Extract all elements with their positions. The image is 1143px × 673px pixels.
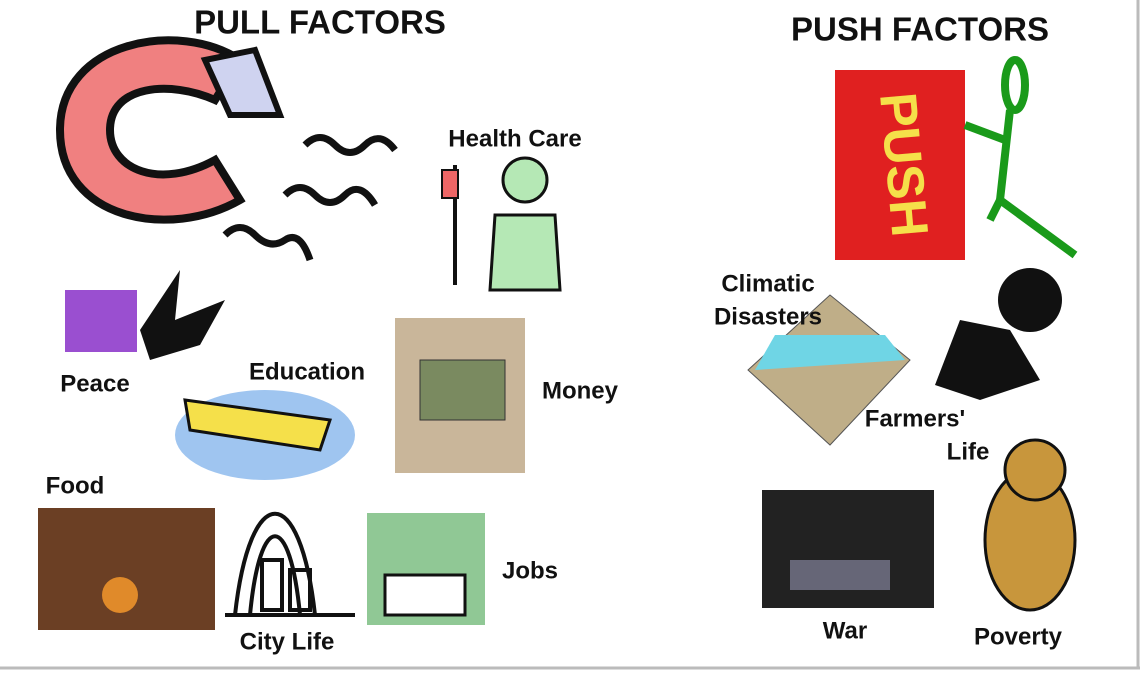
doctor (441, 156, 562, 292)
label: Education (249, 358, 365, 385)
label: War (823, 617, 867, 644)
dove (140, 270, 225, 360)
label: Jobs (502, 557, 558, 584)
money-stack (419, 359, 506, 421)
label: Farmers' (865, 405, 965, 432)
push-sign-text: PUSH (868, 90, 938, 239)
push-title: PUSH FACTORS (791, 11, 1049, 48)
pull-title: PULL FACTORS (194, 4, 446, 41)
label: City Life (240, 628, 335, 655)
tank (790, 560, 890, 590)
label: Climatic (721, 270, 814, 297)
label: Money (542, 377, 619, 404)
pumpkin (102, 577, 138, 613)
peace-icon (65, 290, 137, 352)
farmer (935, 268, 1062, 400)
sky (755, 335, 905, 370)
factory (383, 573, 467, 617)
magnet (55, 36, 285, 224)
city (225, 511, 355, 617)
label: Peace (60, 370, 129, 397)
label: Health Care (448, 125, 581, 152)
squiggles (222, 134, 398, 262)
label: Poverty (974, 623, 1063, 650)
bear-head (1003, 438, 1067, 502)
label: Disasters (714, 303, 822, 330)
push-sign (835, 70, 965, 260)
war-photo (762, 490, 934, 608)
label: Food (46, 472, 105, 499)
label: Life (947, 438, 990, 465)
diploma (183, 398, 332, 452)
stick-figure (963, 56, 1078, 259)
